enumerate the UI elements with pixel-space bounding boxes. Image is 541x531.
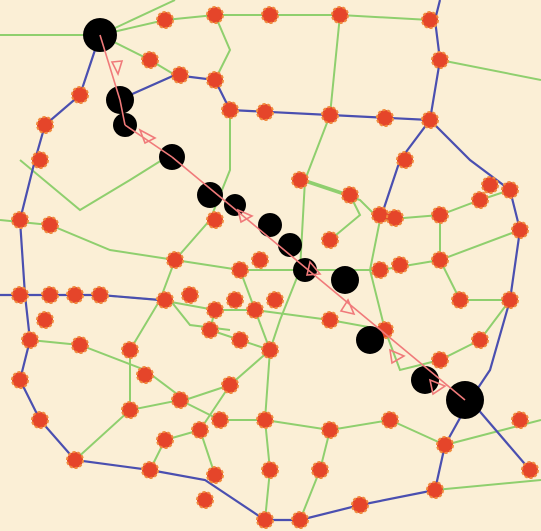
page [0, 0, 541, 531]
network-map [0, 0, 541, 531]
background [0, 0, 541, 531]
